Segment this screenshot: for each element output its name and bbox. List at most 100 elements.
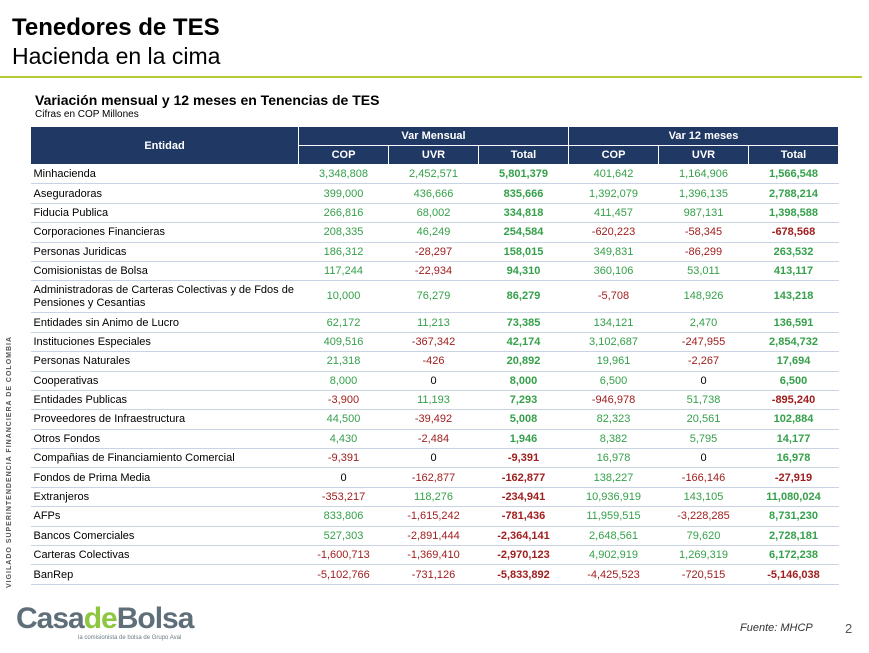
value-cell: 2,470 <box>658 312 749 333</box>
entity-cell: Administradoras de Carteras Colectivas y… <box>30 280 299 314</box>
value-cell: 0 <box>298 467 389 488</box>
entity-cell: Compañias de Financiamiento Comercial <box>30 448 299 469</box>
table-row: Fondos de Prima Media 0 -162,877 -162,877 13… <box>30 467 839 488</box>
value-cell: -353,217 <box>298 487 389 508</box>
value-cell: 46,249 <box>388 222 479 243</box>
value-cell: 349,831 <box>568 242 659 262</box>
value-cell: -58,345 <box>658 222 749 243</box>
table-row: Compañias de Financiamiento Comercial -9,… <box>30 448 839 469</box>
logo-part-bolsa: Bolsa <box>116 602 195 635</box>
total-cell: 16,978 <box>748 448 839 469</box>
value-cell: 411,457 <box>568 203 659 224</box>
entity-cell: AFPs <box>30 506 299 527</box>
entity-cell: BanRep <box>30 564 299 585</box>
total-cell: 1,946 <box>478 429 569 450</box>
value-cell: 68,002 <box>388 203 479 224</box>
value-cell: 16,978 <box>568 448 659 469</box>
table-row: Proveedores de Infraestructura 44,500 -39,… <box>30 409 839 430</box>
entity-cell: Cooperativas <box>30 371 299 391</box>
total-cell: 334,818 <box>478 203 569 224</box>
value-cell: 118,276 <box>388 487 479 508</box>
value-cell: -1,369,410 <box>388 545 479 566</box>
value-cell: 3,348,808 <box>298 164 389 185</box>
total-cell: 6,172,238 <box>748 545 839 566</box>
value-cell: 527,303 <box>298 526 389 547</box>
value-cell: 2,452,571 <box>388 164 479 185</box>
total-cell: -895,240 <box>748 390 839 411</box>
page-number: 2 <box>845 621 853 636</box>
table-row: Extranjeros -353,217 118,276 -234,941 10,936… <box>30 487 839 508</box>
table-row: Personas Juridicas 186,312 -28,297 158,015 3… <box>30 242 839 262</box>
value-cell: 0 <box>658 448 749 469</box>
table-row: Personas Naturales 21,318 -426 20,892 19,961… <box>30 351 839 372</box>
table-row: Administradoras de Carteras Colectivas y… <box>30 280 839 314</box>
entity-cell: Instituciones Especiales <box>30 332 299 353</box>
value-cell: 1,396,135 <box>658 183 749 204</box>
total-cell: 1,566,548 <box>748 164 839 185</box>
value-cell: 117,244 <box>298 261 389 282</box>
value-cell: 51,738 <box>658 390 749 411</box>
value-cell: -1,615,242 <box>388 506 479 527</box>
value-cell: -28,297 <box>388 242 479 262</box>
table-row: Comisionistas de Bolsa 117,244 -22,934 94,3… <box>30 261 839 282</box>
value-cell: -39,492 <box>388 409 479 430</box>
total-cell: 11,080,024 <box>748 487 839 508</box>
logo-part-de: de <box>83 602 118 635</box>
logo-wordmark: CasadeBolsa <box>16 602 195 635</box>
entity-cell: Minhacienda <box>30 164 299 185</box>
table-row: Minhacienda 3,348,808 2,452,571 5,801,379 40… <box>30 164 839 185</box>
value-cell: 4,430 <box>298 429 389 450</box>
value-cell: 987,131 <box>658 203 749 224</box>
total-cell: -2,364,141 <box>478 526 569 547</box>
value-cell: 76,279 <box>388 280 479 314</box>
sub-header-total: Total <box>748 145 839 165</box>
value-cell: -9,391 <box>298 448 389 469</box>
value-cell: 266,816 <box>298 203 389 224</box>
total-cell: 20,892 <box>478 351 569 372</box>
total-cell: 73,385 <box>478 312 569 333</box>
value-cell: 62,172 <box>298 312 389 333</box>
entity-cell: Bancos Comerciales <box>30 526 299 547</box>
source-note: Fuente: MHCP <box>740 622 813 634</box>
value-cell: -2,891,444 <box>388 526 479 547</box>
value-cell: -4,425,523 <box>568 564 659 585</box>
value-cell: -620,223 <box>568 222 659 243</box>
value-cell: -1,600,713 <box>298 545 389 566</box>
total-cell: -2,970,123 <box>478 545 569 566</box>
sub-header-cop: COP <box>298 145 389 165</box>
entity-cell: Aseguradoras <box>30 183 299 204</box>
value-cell: 436,666 <box>388 183 479 204</box>
table-row: Corporaciones Financieras 208,335 46,249 25… <box>30 222 839 243</box>
total-cell: 94,310 <box>478 261 569 282</box>
sub-header-uvr: UVR <box>658 145 749 165</box>
value-cell: 19,961 <box>568 351 659 372</box>
table-body: Minhacienda 3,348,808 2,452,571 5,801,379 40… <box>30 164 839 585</box>
total-cell: 42,174 <box>478 332 569 353</box>
value-cell: 20,561 <box>658 409 749 430</box>
value-cell: 11,213 <box>388 312 479 333</box>
holdings-table: Entidad Var Mensual Var 12 meses COP UVR… <box>30 126 839 585</box>
value-cell: 44,500 <box>298 409 389 430</box>
total-cell: 2,788,214 <box>748 183 839 204</box>
value-cell: 208,335 <box>298 222 389 243</box>
total-cell: -781,436 <box>478 506 569 527</box>
value-cell: 4,902,919 <box>568 545 659 566</box>
group-header-monthly: Var Mensual <box>298 126 569 146</box>
value-cell: -5,102,766 <box>298 564 389 585</box>
value-cell: 360,106 <box>568 261 659 282</box>
total-cell: 102,884 <box>748 409 839 430</box>
value-cell: -166,146 <box>658 467 749 488</box>
total-cell: 143,218 <box>748 280 839 314</box>
value-cell: -3,228,285 <box>658 506 749 527</box>
total-cell: 1,398,588 <box>748 203 839 224</box>
value-cell: 11,193 <box>388 390 479 411</box>
regulator-text: VIGILADO SUPERINTENDENCIA FINANCIERA DE … <box>6 335 13 588</box>
value-cell: 143,105 <box>658 487 749 508</box>
table-title: Variación mensual y 12 meses en Tenencia… <box>35 92 380 108</box>
total-cell: 2,728,181 <box>748 526 839 547</box>
value-cell: 0 <box>658 371 749 391</box>
logo-tagline: la comisionista de bolsa de Grupo Aval <box>78 635 182 641</box>
value-cell: 5,795 <box>658 429 749 450</box>
value-cell: 134,121 <box>568 312 659 333</box>
total-cell: 2,854,732 <box>748 332 839 353</box>
